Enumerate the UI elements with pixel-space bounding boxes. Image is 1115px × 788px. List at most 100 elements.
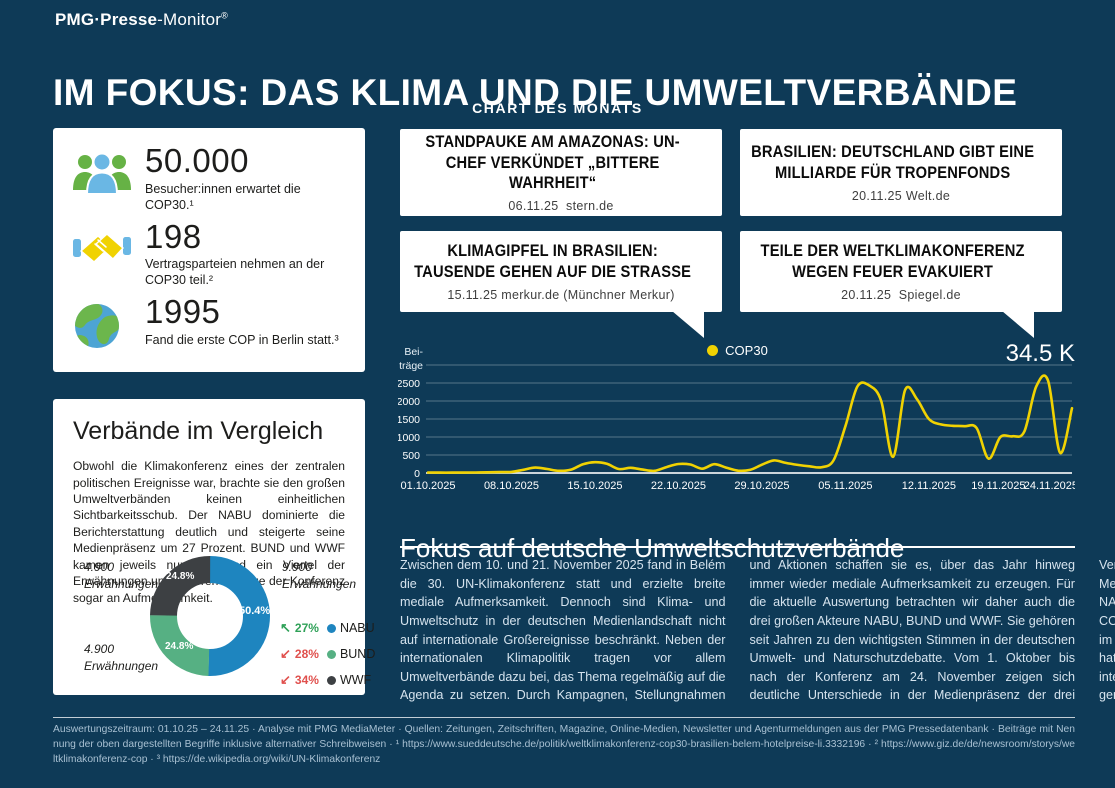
footer-divider (53, 717, 1075, 718)
legend-row-nabu: ↖ 27% NABU (280, 620, 375, 636)
bund-dot-icon (326, 649, 336, 659)
headline-card-4: TEILE DER WELTKLIMAKONFERENZ WEGEN FEUER… (740, 231, 1062, 338)
stat-value: 1995 (145, 293, 221, 330)
svg-text:01.10.2025: 01.10.2025 (400, 480, 455, 492)
wwf-dot-icon (326, 675, 336, 685)
mentions-unit: Erwähnungen (84, 659, 159, 674)
fokus-divider (400, 546, 1075, 548)
logo-bold: PMG·Presse (55, 10, 158, 29)
y-axis-label-line1: Bei- (404, 346, 423, 358)
mentions-bund: 4.900 Erwähnungen (84, 641, 158, 676)
legend-label: NABU (339, 621, 375, 635)
stat-caption: Vertragsparteien nehmen an der COP30 tei… (145, 257, 325, 288)
nabu-dot-icon (326, 623, 336, 633)
donut-label-bund: 24.8% (165, 641, 194, 652)
mentions-value: 4.900 (84, 560, 115, 574)
trend-up-icon: ↖ (280, 620, 291, 635)
headline-card-1: STANDPAUKE AM AMAZONAS: UN-CHEF VERKÜNDE… (400, 129, 722, 216)
trend-down-icon: ↙ (280, 646, 291, 661)
headline-source: 20.11.25 Welt.de (852, 189, 950, 203)
series-label: COP30 (725, 343, 768, 358)
headline-source: 20.11.25 Spiegel.de (841, 288, 961, 302)
headline-outlet: merkur.de (Münchner Merkur) (501, 287, 675, 302)
speech-bubble-tail (672, 311, 704, 338)
svg-text:15.10.2025: 15.10.2025 (567, 480, 622, 492)
svg-text:24.11.2025: 24.11.2025 (1024, 480, 1075, 492)
verbaende-card: Verbände im Vergleich Obwohl die Klimako… (53, 399, 375, 695)
svg-text:1500: 1500 (398, 414, 420, 426)
headline-card-3: KLIMAGIPFEL IN BRASILIEN: TAUSENDE GEHEN… (400, 231, 722, 338)
stat-text: 1995 Fand die erste COP in Berlin statt.… (145, 293, 339, 348)
stat-value: 198 (145, 217, 202, 255)
donut-svg (150, 556, 270, 676)
key-facts-card: 50.000 Besucher:innen erwartet die COP30… (53, 128, 365, 372)
headline-date: 20.11.25 (851, 188, 903, 203)
headline-outlet: Spiegel.de (898, 287, 961, 302)
mentions-unit: Erwähnungen (282, 577, 357, 592)
headline-title: KLIMAGIPFEL IN BRASILIEN: TAUSENDE GEHEN… (413, 242, 691, 281)
stat-caption: Fand die erste COP in Berlin statt.³ (145, 332, 339, 347)
total-mentions-label: 34.5 K (1005, 340, 1075, 367)
cop30-series-dot-icon (707, 345, 719, 356)
legend-row-bund: ↙ 28% BUND (280, 646, 375, 662)
headline-source: 06.11.25 stern.de (508, 199, 613, 213)
line-chart: 0 500 1000 1500 2000 2500 01.10.2025 08.10.2025… (398, 364, 1075, 492)
donut-label-nabu: 50.4% (239, 605, 271, 617)
stat-text: 50.000 Besucher:innen erwartet die COP30… (145, 142, 347, 213)
headline-title: TEILE DER WELTKLIMAKONFERENZ WEGEN FEUER… (760, 242, 1025, 281)
legend-label: WWF (339, 673, 372, 687)
change-value: 28% (294, 647, 319, 661)
svg-text:29.10.2025: 29.10.2025 (734, 480, 789, 492)
svg-text:05.11.2025: 05.11.2025 (818, 480, 872, 492)
people-icon (71, 144, 133, 199)
stat-text: 198 Vertragsparteien nehmen an der COP30… (145, 217, 347, 289)
change-value: 27% (294, 621, 319, 635)
line-chart-legend: COP30 (400, 343, 1075, 358)
pmg-logo: PMG·Presse-Monitor® (55, 10, 228, 30)
verbaende-title: Verbände im Vergleich (73, 417, 324, 445)
y-axis-label-line2: träge (399, 359, 423, 372)
mentions-value: 9.900 (282, 560, 313, 574)
svg-text:500: 500 (402, 450, 420, 462)
stat-row-first-cop: 1995 Fand die erste COP in Berlin statt.… (71, 293, 347, 356)
speech-bubble-tail (1002, 311, 1034, 338)
stat-row-parties: 198 Vertragsparteien nehmen an der COP30… (71, 217, 347, 289)
mentions-unit: Erwähnungen (84, 577, 159, 592)
svg-text:12.11.2025: 12.11.2025 (902, 480, 956, 492)
y-axis-label: Bei- träge (391, 346, 423, 373)
donut-label-wwf: 24.8% (166, 571, 195, 582)
mentions-nabu: 9.900 Erwähnungen (282, 559, 356, 594)
donut-legend: ↖ 27% NABU ↙ 28% BUND ↙ 34% WWF (280, 620, 375, 698)
headline-date: 15.11.25 (447, 287, 498, 302)
trend-down-icon: ↙ (280, 672, 291, 687)
stat-caption: Besucher:innen erwartet die COP30.¹ (145, 181, 301, 212)
headline-card-2: BRASILIEN: DEUTSCHLAND GIBT EINE MILLIAR… (740, 129, 1062, 216)
headline-outlet: stern.de (566, 198, 614, 213)
headline-source: 15.11.25 merkur.de (Münchner Merkur) (447, 288, 674, 302)
handshake-icon (71, 220, 133, 275)
svg-text:22.10.2025: 22.10.2025 (651, 480, 706, 492)
headline-outlet: Welt.de (905, 188, 951, 203)
globe-icon (71, 295, 133, 356)
donut-chart: 50.4% 24.8% 24.8% 4.900 Erwähnungen 4.90… (53, 399, 375, 695)
page-subtitle: CHART DES MONATS (472, 100, 643, 116)
svg-text:08.10.2025: 08.10.2025 (484, 480, 539, 492)
headline-date: 06.11.25 (508, 198, 559, 213)
svg-text:2500: 2500 (398, 378, 420, 390)
svg-text:0: 0 (414, 468, 420, 480)
stat-value: 50.000 (145, 142, 249, 179)
fokus-body: Zwischen dem 10. und 21. November 2025 f… (400, 558, 1115, 703)
mentions-wwf: 4.900 Erwähnungen (84, 559, 158, 594)
headline-title: BRASILIEN: DEUTSCHLAND GIBT EINE MILLIAR… (750, 143, 1034, 182)
footer-sources: Auswertungszeitraum: 01.10.25 – 24.11.25… (53, 724, 1075, 765)
registered-mark: ® (221, 10, 228, 21)
headline-title: STANDPAUKE AM AMAZONAS: UN-CHEF VERKÜNDE… (424, 133, 680, 193)
mentions-value: 4.900 (84, 642, 115, 656)
legend-row-wwf: ↙ 34% WWF (280, 672, 375, 688)
page-title: IM FOKUS: DAS KLIMA UND DIE UMWELTVERBÄN… (53, 71, 1018, 113)
logo-light: -Monitor (157, 10, 222, 29)
svg-text:19.11.2025: 19.11.2025 (971, 480, 1025, 492)
svg-text:2000: 2000 (398, 396, 420, 408)
headline-date: 20.11.25 (841, 287, 892, 302)
